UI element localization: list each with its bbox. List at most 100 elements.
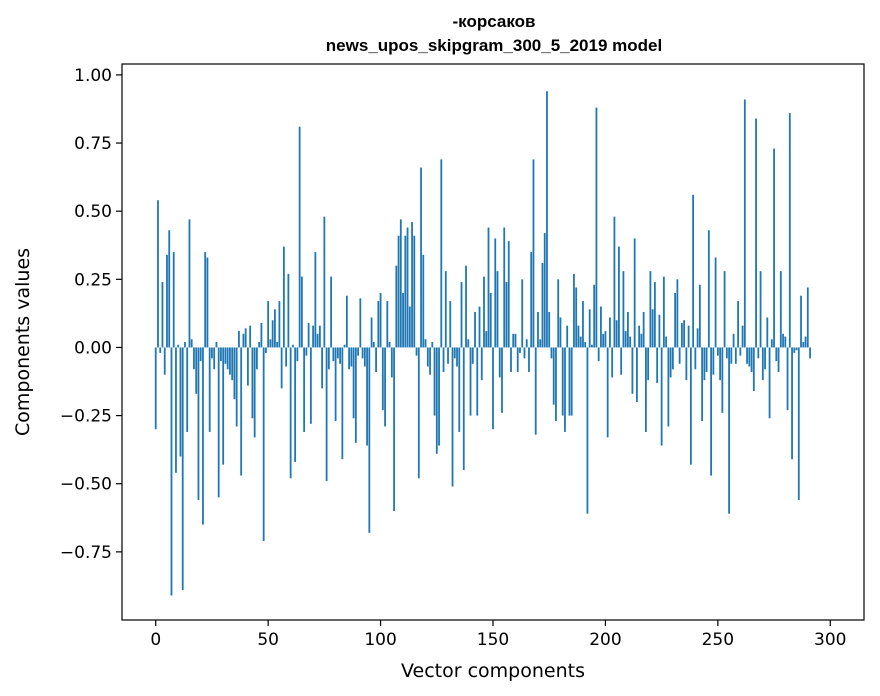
bar-24 xyxy=(208,347,211,432)
bar-167 xyxy=(530,252,533,348)
bar-145 xyxy=(480,347,483,381)
bar-2 xyxy=(159,347,162,353)
bar-238 xyxy=(689,347,692,465)
bar-59 xyxy=(287,273,290,348)
bar-6 xyxy=(168,230,171,348)
bar-239 xyxy=(692,194,695,348)
bar-281 xyxy=(786,347,789,411)
bar-264 xyxy=(748,347,751,367)
x-tick-label: 100 xyxy=(364,630,396,650)
bar-164 xyxy=(523,347,526,359)
bar-171 xyxy=(539,339,542,348)
bar-148 xyxy=(487,227,490,348)
bar-225 xyxy=(660,347,663,446)
bar-106 xyxy=(393,347,395,511)
bar-275 xyxy=(773,148,775,348)
bar-95 xyxy=(368,347,371,533)
bar-138 xyxy=(465,265,467,348)
bar-91 xyxy=(359,298,362,348)
bar-100 xyxy=(379,292,382,348)
bar-55 xyxy=(278,301,281,348)
bar-94 xyxy=(366,347,368,446)
bar-20 xyxy=(199,347,202,362)
bar-68 xyxy=(307,322,310,348)
bar-200 xyxy=(604,331,607,348)
bar-64 xyxy=(298,126,301,348)
bar-36 xyxy=(235,347,238,427)
bar-270 xyxy=(761,347,764,381)
bar-276 xyxy=(775,347,778,362)
y-tick-label: −0.25 xyxy=(60,407,112,427)
bar-193 xyxy=(588,309,591,348)
bar-215 xyxy=(638,325,641,348)
bar-0 xyxy=(154,347,157,430)
bar-series xyxy=(154,91,811,596)
x-tick-label: 0 xyxy=(150,630,161,650)
bar-89 xyxy=(354,347,357,443)
bar-53 xyxy=(274,309,276,348)
bar-10 xyxy=(177,344,180,348)
bar-70 xyxy=(312,325,315,348)
bar-40 xyxy=(244,328,247,348)
bar-195 xyxy=(593,284,596,348)
x-tick-label: 200 xyxy=(589,630,621,650)
bar-80 xyxy=(334,347,337,422)
bar-49 xyxy=(265,347,267,353)
bar-135 xyxy=(458,347,461,432)
bar-199 xyxy=(602,333,605,348)
bar-208 xyxy=(622,271,625,348)
x-tick-label: 150 xyxy=(477,630,509,650)
bar-140 xyxy=(469,347,472,416)
bar-4 xyxy=(163,347,166,375)
bar-141 xyxy=(471,347,474,364)
bar-144 xyxy=(478,306,481,348)
bar-117 xyxy=(417,347,420,479)
bar-76 xyxy=(325,347,328,481)
bar-218 xyxy=(645,347,647,432)
bar-8 xyxy=(172,252,175,348)
bar-273 xyxy=(768,347,771,419)
bar-37 xyxy=(238,331,240,348)
bar-87 xyxy=(350,347,353,367)
bar-119 xyxy=(422,254,425,348)
bar-259 xyxy=(737,301,739,348)
bar-155 xyxy=(503,227,506,348)
bar-67 xyxy=(305,347,308,356)
bar-99 xyxy=(377,301,380,348)
bar-146 xyxy=(483,276,485,348)
bar-252 xyxy=(721,347,724,413)
bar-110 xyxy=(402,292,404,348)
bar-220 xyxy=(649,271,652,348)
bar-90 xyxy=(357,347,359,356)
bar-101 xyxy=(381,347,384,411)
bar-11 xyxy=(179,347,182,457)
bar-187 xyxy=(575,287,578,348)
bar-223 xyxy=(656,347,659,383)
bar-82 xyxy=(339,347,341,364)
bar-13 xyxy=(184,342,186,348)
plot-frame xyxy=(121,63,865,621)
bar-86 xyxy=(348,347,350,370)
bar-169 xyxy=(534,347,537,435)
bar-228 xyxy=(667,347,670,427)
bar-43 xyxy=(251,347,254,419)
bar-246 xyxy=(707,230,710,348)
x-tick-label: 50 xyxy=(257,630,279,650)
y-tick-label: 0.00 xyxy=(74,338,112,358)
bar-170 xyxy=(537,312,539,348)
bar-203 xyxy=(611,347,614,378)
bar-120 xyxy=(424,339,427,348)
bar-177 xyxy=(552,347,555,405)
bar-221 xyxy=(651,309,654,348)
bar-190 xyxy=(582,301,584,348)
bar-14 xyxy=(186,347,189,432)
bar-125 xyxy=(435,347,438,454)
bar-269 xyxy=(759,271,762,348)
chart-title-line-2: news_upos_skipgram_300_5_2019 model xyxy=(326,36,662,55)
bar-180 xyxy=(559,317,562,348)
bar-192 xyxy=(586,347,589,514)
bar-256 xyxy=(730,347,733,364)
bar-39 xyxy=(242,333,245,348)
bar-96 xyxy=(370,317,373,348)
bar-274 xyxy=(770,339,773,348)
